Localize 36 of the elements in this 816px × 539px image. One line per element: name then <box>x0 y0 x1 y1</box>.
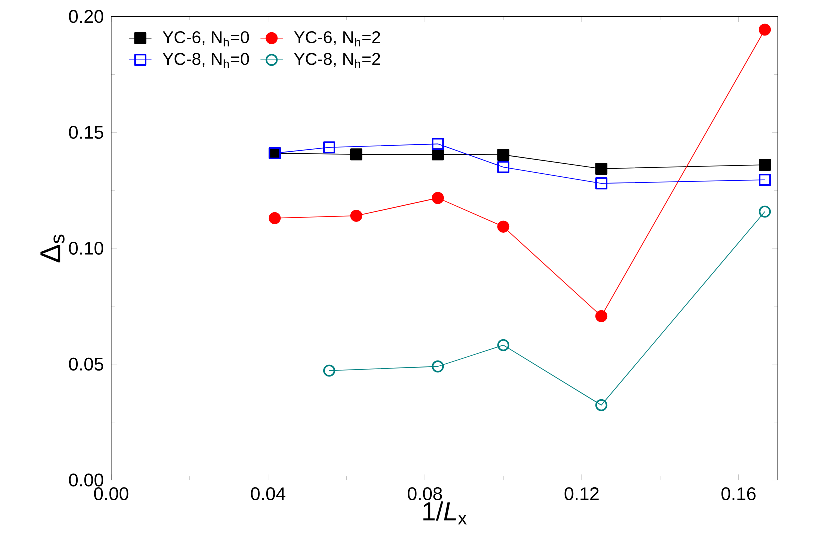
legend-label: YC-6, N$_{h}$=2 <box>294 31 380 46</box>
y-axis-title: Δ$_{s}$ <box>40 234 65 263</box>
y-tick-label: 0.15 <box>69 126 104 139</box>
point <box>596 399 608 412</box>
x-axis-title: 1/L$_{x}$ <box>424 502 468 525</box>
point <box>498 161 510 174</box>
point <box>432 138 444 150</box>
x-tick-label: 0.04 <box>251 487 286 500</box>
point <box>432 360 444 373</box>
x-tick-label: 0.12 <box>564 487 599 500</box>
point <box>350 210 363 222</box>
point <box>268 212 281 224</box>
y-tick-label: 0.00 <box>69 474 104 487</box>
point <box>759 24 772 36</box>
point <box>498 220 510 233</box>
point <box>759 206 772 218</box>
point <box>596 162 608 175</box>
point <box>323 364 336 377</box>
point <box>498 148 510 161</box>
legend-label: YC-8, N$_{h}$=0 <box>162 53 250 68</box>
point <box>596 177 608 190</box>
legend-label: YC-8, N$_{h}$=2 <box>294 53 380 68</box>
point <box>432 192 444 204</box>
point <box>759 174 772 186</box>
x-tick-label: 0.00 <box>94 487 129 500</box>
x-tick-label: 0.16 <box>722 487 756 500</box>
point <box>596 310 608 322</box>
y-tick-label: 0.10 <box>69 242 104 255</box>
legend-label: YC-6, N$_{h}$=0 <box>162 31 250 46</box>
point <box>323 142 336 154</box>
point <box>498 339 510 352</box>
y-tick-label: 0.20 <box>69 10 104 24</box>
point <box>350 148 363 161</box>
y-tick-label: 0.05 <box>69 358 104 371</box>
point <box>759 158 772 171</box>
x-tick-label: 0.08 <box>408 487 442 500</box>
